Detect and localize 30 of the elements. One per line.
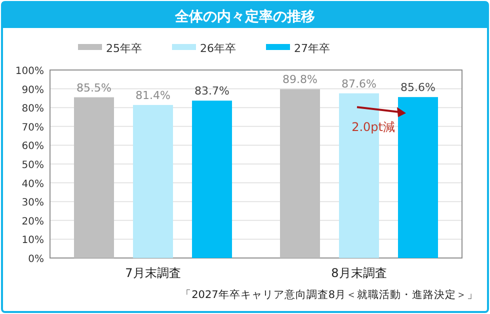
x-tick-label: 7月末調査 xyxy=(125,266,181,280)
legend-label: 26年卒 xyxy=(200,42,236,55)
annotation: 2.0pt減 xyxy=(352,120,395,134)
bar xyxy=(280,89,320,258)
chart-title: 全体の内々定率の推移 xyxy=(174,8,315,25)
y-tick-label: 20% xyxy=(22,216,44,228)
y-tick-label: 90% xyxy=(22,84,44,96)
bar xyxy=(192,100,232,258)
y-tick-label: 10% xyxy=(22,235,44,246)
x-tick-label: 8月末調査 xyxy=(331,266,387,280)
data-label: 89.8% xyxy=(282,73,318,86)
y-tick-label: 60% xyxy=(22,141,44,152)
data-label: 87.6% xyxy=(342,77,376,90)
y-tick-label: 100% xyxy=(15,66,44,77)
data-label: 85.6% xyxy=(400,81,436,94)
y-tick-label: 0% xyxy=(28,254,44,265)
y-tick-label: 50% xyxy=(22,160,44,171)
y-tick-label: 80% xyxy=(22,104,44,115)
legend-label: 25年卒 xyxy=(106,42,142,55)
data-label: 85.5% xyxy=(76,81,112,94)
bar xyxy=(398,97,438,258)
bar xyxy=(74,97,114,258)
y-tick-label: 30% xyxy=(22,198,44,209)
data-label: 81.4% xyxy=(136,88,170,102)
legend-label: 27年卒 xyxy=(294,42,330,55)
y-tick-label: 40% xyxy=(22,178,44,190)
data-label: 83.7% xyxy=(194,84,230,98)
y-tick-label: 70% xyxy=(22,122,44,134)
text: 「2027年卒キャリア意向調査8月＜就職活動・進路決定＞」 xyxy=(180,288,478,301)
bar xyxy=(133,104,173,258)
